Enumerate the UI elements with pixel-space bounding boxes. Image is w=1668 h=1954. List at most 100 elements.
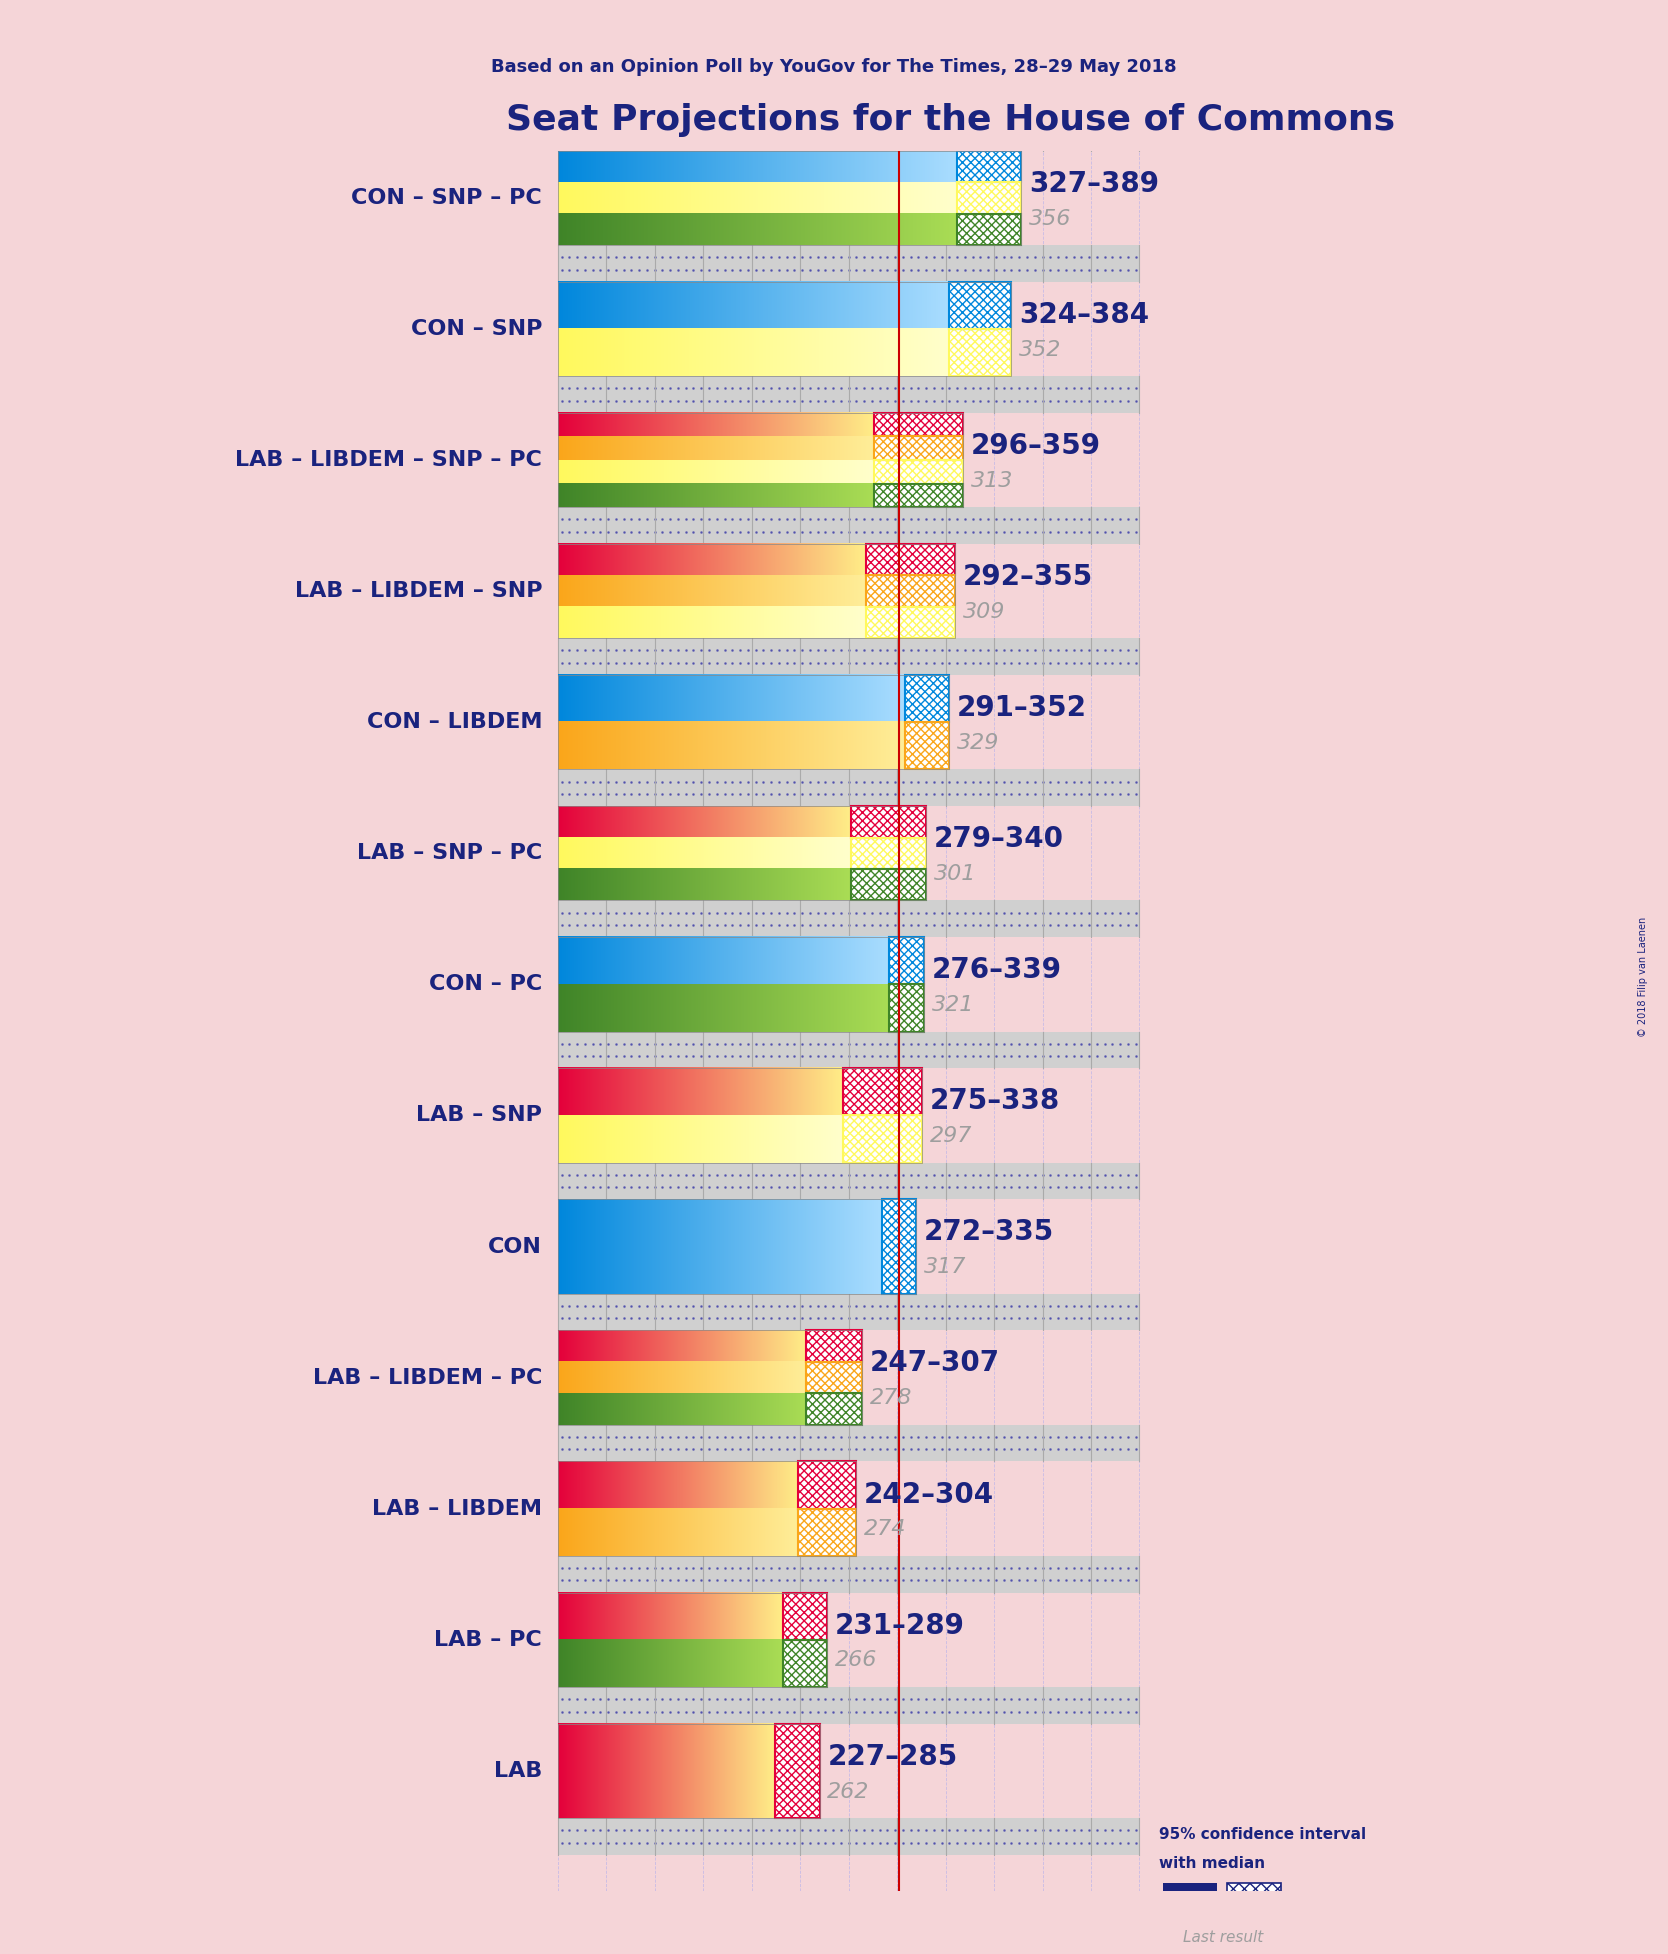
Text: LAB – PC: LAB – PC [434, 1630, 542, 1649]
Text: 324–384: 324–384 [1019, 301, 1149, 328]
Text: 296–359: 296–359 [971, 432, 1101, 459]
Text: 231–289: 231–289 [836, 1612, 964, 1639]
Bar [557, 1069, 922, 1163]
Bar [851, 870, 926, 901]
Bar [557, 1331, 862, 1424]
Bar [851, 807, 926, 838]
Bar [557, 150, 1021, 244]
Bar [851, 870, 926, 901]
Bar [557, 281, 1011, 377]
Bar [557, 412, 962, 508]
Bar [1226, 1884, 1281, 1919]
Text: 274: 274 [864, 1520, 906, 1540]
Bar [806, 1331, 862, 1362]
Text: CON: CON [489, 1237, 542, 1256]
Bar [882, 1200, 916, 1294]
Text: 321: 321 [932, 995, 974, 1016]
Bar [806, 1331, 862, 1362]
Bar [557, 1200, 916, 1294]
Bar [557, 1593, 827, 1686]
Bar [776, 1723, 819, 1817]
Text: 356: 356 [1029, 209, 1071, 229]
Text: 276–339: 276–339 [932, 956, 1063, 985]
Bar [782, 1593, 827, 1639]
Bar [557, 113, 1139, 150]
Bar [889, 938, 924, 985]
Bar [842, 1116, 922, 1163]
Bar [557, 1424, 1139, 1462]
Bar [866, 574, 956, 608]
Bar [874, 412, 962, 436]
Bar [866, 574, 956, 608]
Text: LAB: LAB [494, 1761, 542, 1780]
Text: CON – PC: CON – PC [429, 975, 542, 995]
Text: 329: 329 [957, 733, 999, 752]
Bar [557, 1163, 1139, 1200]
Text: LAB – LIBDEM – SNP – PC: LAB – LIBDEM – SNP – PC [235, 449, 542, 471]
Bar [557, 807, 926, 901]
Text: CON – LIBDEM: CON – LIBDEM [367, 713, 542, 733]
Text: LAB – SNP – PC: LAB – SNP – PC [357, 844, 542, 864]
Text: LAB – LIBDEM: LAB – LIBDEM [372, 1499, 542, 1518]
Text: CON – SNP – PC: CON – SNP – PC [352, 188, 542, 207]
Bar [949, 328, 1011, 377]
Bar [776, 1723, 819, 1817]
Text: 309: 309 [962, 602, 1006, 621]
Bar [557, 901, 1139, 938]
Bar [557, 244, 1139, 281]
Bar [949, 281, 1011, 328]
Bar [806, 1393, 862, 1424]
Bar [874, 485, 962, 508]
Text: 272–335: 272–335 [924, 1219, 1054, 1247]
Bar [874, 412, 962, 436]
Text: 352: 352 [1019, 340, 1061, 360]
Text: 327–389: 327–389 [1029, 170, 1159, 197]
Text: 279–340: 279–340 [934, 825, 1064, 854]
Bar [957, 150, 1021, 182]
Bar [557, 508, 1139, 543]
Bar [866, 608, 956, 639]
Bar [557, 938, 924, 1032]
Bar [957, 182, 1021, 213]
Text: LAB – LIBDEM – SNP: LAB – LIBDEM – SNP [295, 580, 542, 602]
Bar [557, 377, 1139, 412]
Bar [851, 838, 926, 870]
Text: 262: 262 [827, 1782, 869, 1802]
Bar [557, 1686, 1139, 1723]
Bar [904, 723, 949, 770]
Text: 266: 266 [836, 1651, 877, 1671]
Text: 291–352: 291–352 [957, 694, 1088, 723]
Bar [557, 543, 956, 639]
Bar [874, 459, 962, 485]
Text: 317: 317 [924, 1256, 967, 1278]
Text: with median: with median [1159, 1856, 1264, 1870]
Text: 275–338: 275–338 [931, 1086, 1061, 1116]
Bar [957, 213, 1021, 244]
Text: 227–285: 227–285 [827, 1743, 957, 1770]
Text: 297: 297 [931, 1126, 972, 1147]
Bar [949, 281, 1011, 328]
Bar [866, 543, 956, 574]
Text: 301: 301 [934, 864, 976, 883]
Bar [882, 1200, 916, 1294]
Bar [874, 436, 962, 459]
Bar [874, 436, 962, 459]
Bar [799, 1508, 856, 1555]
Title: Seat Projections for the House of Commons: Seat Projections for the House of Common… [505, 104, 1394, 137]
Text: © 2018 Filip van Laenen: © 2018 Filip van Laenen [1638, 916, 1648, 1038]
Bar [874, 485, 962, 508]
Bar [842, 1116, 922, 1163]
Bar [557, 639, 1139, 674]
Text: LAB – SNP: LAB – SNP [417, 1106, 542, 1126]
Bar [957, 150, 1021, 182]
Bar [557, 1723, 819, 1817]
Bar [799, 1508, 856, 1555]
Bar [799, 1462, 856, 1508]
Bar [904, 674, 949, 723]
Bar [889, 985, 924, 1032]
Bar [851, 838, 926, 870]
Bar [851, 807, 926, 838]
Bar [866, 543, 956, 574]
Bar [842, 1069, 922, 1116]
Bar [782, 1639, 827, 1686]
